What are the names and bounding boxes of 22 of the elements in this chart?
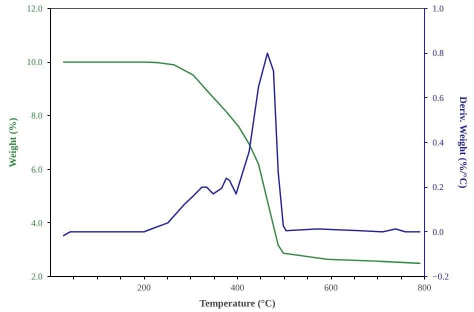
y-tick-label: 12.0 [26, 4, 43, 14]
line-series [62, 52, 421, 237]
x-tick-label: 600 [324, 282, 338, 292]
line-series [62, 61, 421, 264]
y-tick-label: 4.0 [31, 218, 43, 228]
y2-tick-label: 0.2 [432, 182, 444, 192]
y-tick-label: 10.0 [26, 57, 43, 68]
x-tick-label: 200 [137, 282, 152, 292]
y2-tick-label: 0.0 [432, 226, 444, 237]
x-tick-label: 400 [230, 282, 245, 292]
y2-tick-label: 1.0 [432, 4, 444, 14]
y2-tick-label: 0.6 [432, 92, 444, 103]
y2-tick-label: 0.4 [432, 138, 444, 148]
y2-axis-title: Deriv. Weight (%/°C) [456, 96, 468, 188]
x-axis-title: Temperature (°C) [200, 298, 276, 310]
y-tick-label: 6.0 [31, 164, 43, 174]
y2-tick-label: −0.2 [432, 272, 449, 282]
y-axis-title: Weight (%) [8, 118, 19, 168]
x-tick-label: 800 [418, 282, 432, 292]
y-tick-label: 8.0 [31, 110, 43, 121]
y-tick-label: 2.0 [31, 272, 43, 282]
y2-tick-label: 0.8 [432, 48, 444, 58]
